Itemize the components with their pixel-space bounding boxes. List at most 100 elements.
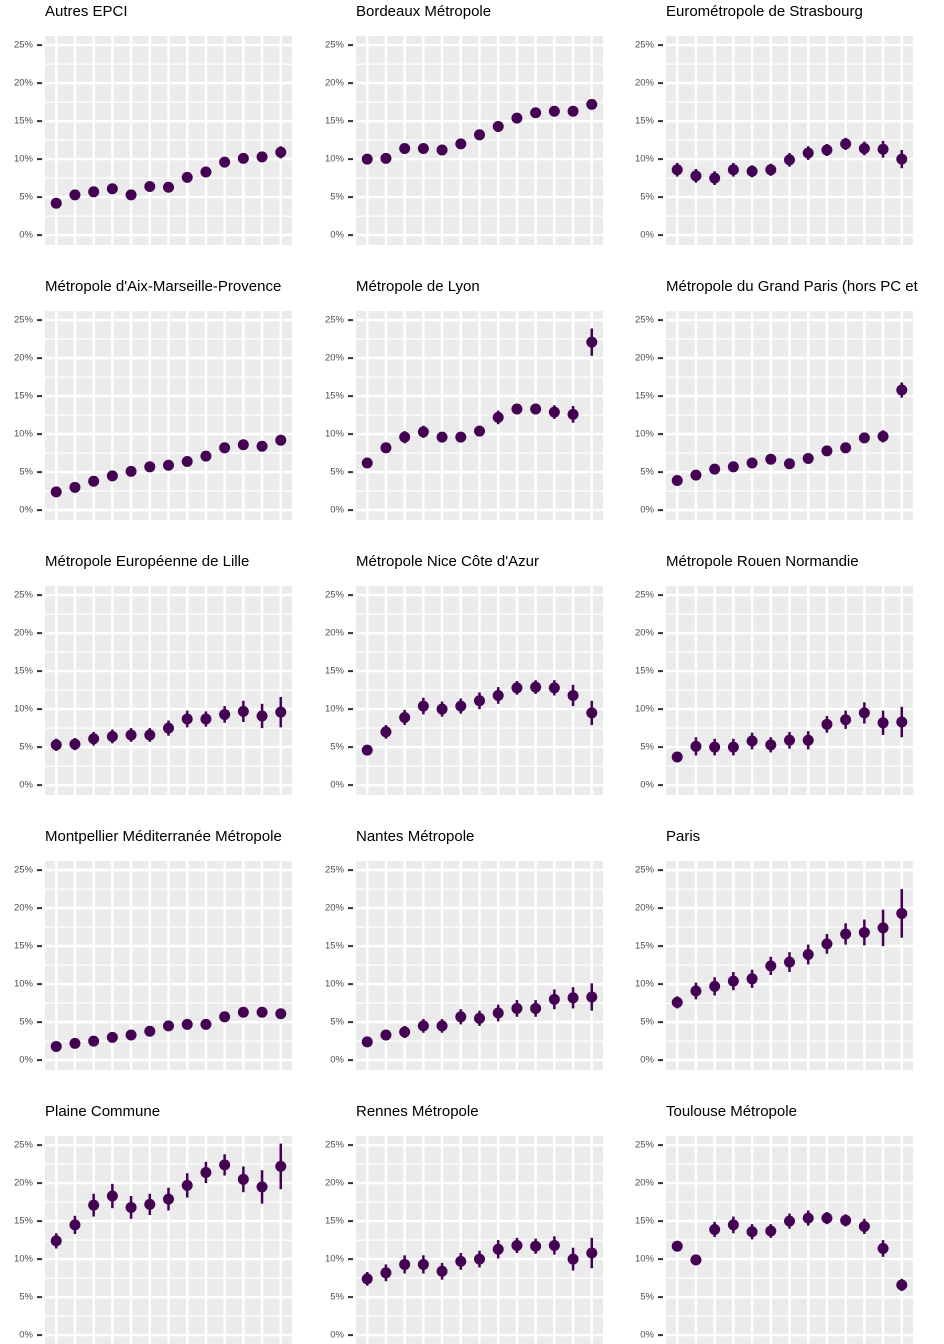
panel-title: Toulouse Métropole (666, 1103, 797, 1120)
point (567, 689, 579, 701)
point (727, 461, 739, 473)
point (436, 1265, 448, 1277)
point (709, 172, 721, 184)
point (690, 985, 702, 997)
point (361, 744, 373, 756)
point (877, 717, 889, 729)
y-tick-label: 0% (19, 780, 33, 791)
y-tick-label: 0% (640, 505, 654, 516)
point (88, 1035, 100, 1047)
point (275, 1160, 287, 1172)
point (548, 105, 560, 117)
point (200, 1166, 212, 1178)
point (163, 181, 174, 193)
point (417, 426, 429, 438)
point (163, 1193, 174, 1205)
point (436, 431, 448, 443)
y-tick-label: 20% (14, 628, 34, 639)
point (586, 98, 598, 110)
point (671, 751, 683, 763)
y-tick-label: 0% (19, 230, 33, 241)
point (436, 1020, 448, 1032)
point (436, 144, 448, 156)
y-tick-label: 15% (325, 116, 345, 127)
point (671, 474, 683, 486)
y-tick-label: 5% (19, 467, 33, 478)
point (784, 734, 795, 746)
point (877, 922, 889, 934)
panel-title: Métropole du Grand Paris (hors PC et (666, 278, 919, 295)
point (671, 164, 683, 176)
point (275, 706, 287, 718)
y-tick-label: 15% (14, 1216, 34, 1227)
point (511, 1239, 523, 1251)
panel-title: Nantes Métropole (356, 828, 474, 845)
point (548, 1239, 560, 1251)
point (106, 470, 118, 482)
y-tick-label: 0% (330, 505, 344, 516)
point (181, 171, 193, 183)
panel-title: Métropole Européenne de Lille (45, 553, 249, 570)
y-tick-label: 15% (14, 391, 34, 402)
point (219, 708, 231, 720)
point (858, 707, 870, 719)
y-tick-label: 10% (635, 979, 655, 990)
point (219, 442, 231, 454)
y-tick-label: 5% (330, 467, 344, 478)
y-tick-label: 25% (14, 1140, 34, 1151)
point (163, 1020, 174, 1032)
point (530, 403, 542, 415)
point (399, 1026, 411, 1038)
y-tick-label: 10% (635, 429, 655, 440)
point (106, 1031, 118, 1043)
y-tick-label: 5% (19, 1292, 33, 1303)
point (106, 183, 118, 195)
y-tick-label: 25% (14, 315, 34, 326)
point (821, 718, 833, 730)
y-tick-label: 5% (640, 467, 654, 478)
y-tick-label: 0% (330, 230, 344, 241)
point (275, 146, 287, 158)
panel-title: Rennes Métropole (356, 1103, 479, 1120)
panel-title: Métropole Nice Côte d'Azur (356, 553, 539, 570)
point (896, 153, 908, 165)
point (361, 1273, 373, 1285)
y-tick-label: 0% (19, 1055, 33, 1066)
point (399, 711, 411, 723)
y-tick-label: 5% (640, 1292, 654, 1303)
point (237, 152, 249, 164)
panel-title: Métropole Rouen Normandie (666, 553, 859, 570)
y-tick-label: 20% (14, 353, 34, 364)
point (275, 434, 287, 446)
y-tick-label: 5% (19, 1017, 33, 1028)
point (125, 729, 137, 741)
y-tick-label: 25% (325, 40, 345, 51)
point (784, 154, 795, 166)
y-tick-label: 10% (635, 704, 655, 715)
point (765, 164, 777, 176)
point (417, 1020, 429, 1032)
point (858, 1220, 870, 1232)
point (821, 445, 833, 457)
point (200, 713, 212, 725)
point (50, 739, 62, 751)
point (69, 1037, 81, 1049)
point (727, 164, 739, 176)
point (455, 700, 467, 712)
point (163, 722, 174, 734)
point (877, 430, 889, 442)
point (163, 459, 174, 471)
point (567, 1253, 579, 1265)
y-tick-label: 0% (640, 1055, 654, 1066)
point (88, 186, 100, 198)
point (399, 142, 411, 154)
point (492, 689, 504, 701)
y-tick-label: 10% (14, 154, 34, 165)
point (219, 1011, 231, 1023)
point (709, 463, 721, 475)
y-tick-label: 5% (330, 1292, 344, 1303)
y-tick-label: 25% (325, 1140, 345, 1151)
point (256, 1181, 268, 1193)
point (821, 144, 833, 156)
